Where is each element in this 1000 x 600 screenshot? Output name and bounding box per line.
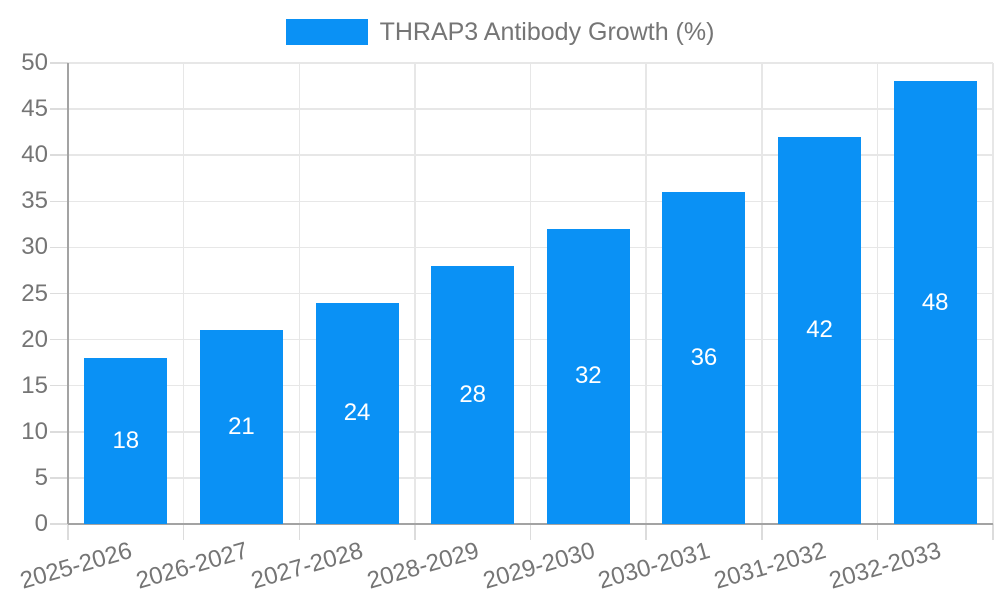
gridline-vertical — [182, 63, 185, 524]
bar-value-label: 48 — [921, 288, 949, 316]
x-tick-mark — [761, 524, 763, 540]
bar-value-label: 36 — [690, 344, 718, 372]
x-tick-mark — [67, 524, 69, 540]
x-tick-label: 2028-2029 — [364, 537, 482, 595]
y-tick-mark — [50, 108, 68, 110]
x-axis-line — [68, 523, 993, 525]
y-tick-label: 45 — [21, 95, 48, 123]
gridline-vertical — [876, 63, 879, 524]
gridline-vertical — [529, 63, 532, 524]
y-tick-label: 15 — [21, 371, 48, 399]
bar-value-label: 18 — [112, 427, 140, 455]
x-tick-label: 2027-2028 — [248, 537, 367, 595]
y-tick-mark — [50, 384, 68, 387]
y-axis-line — [67, 63, 69, 524]
y-tick-mark — [50, 154, 68, 156]
bar — [315, 302, 399, 524]
y-tick-label: 5 — [34, 463, 48, 491]
bar — [546, 228, 630, 524]
x-tick-mark — [529, 524, 532, 540]
legend: THRAP3 Antibody Growth (%) — [0, 18, 1000, 46]
x-tick-mark — [298, 524, 300, 540]
x-tick-mark — [876, 524, 879, 540]
x-tick-mark — [645, 524, 647, 540]
bar — [431, 265, 515, 524]
y-tick-mark — [50, 431, 68, 433]
bar — [778, 136, 862, 524]
y-tick-label: 10 — [21, 417, 48, 445]
gridline-vertical — [761, 63, 763, 524]
x-tick-label: 2029-2030 — [479, 537, 598, 595]
bar-value-label: 28 — [459, 380, 487, 408]
gridline-vertical — [414, 63, 416, 524]
x-tick-label: 2025-2026 — [17, 537, 135, 595]
bar-value-label: 32 — [574, 362, 602, 390]
bar-value-label: 42 — [806, 316, 833, 344]
x-tick-mark — [414, 524, 416, 540]
y-tick-label: 40 — [21, 141, 48, 169]
y-tick-label: 35 — [21, 187, 48, 215]
x-tick-label: 2032-2033 — [826, 537, 945, 595]
y-tick-mark — [50, 523, 68, 525]
y-tick-mark — [50, 477, 68, 479]
legend-label: THRAP3 Antibody Growth (%) — [379, 17, 715, 46]
y-tick-label: 20 — [21, 325, 48, 353]
bar-value-label: 21 — [228, 413, 255, 441]
x-tick-mark — [992, 524, 994, 540]
x-tick-mark — [182, 524, 185, 540]
y-tick-mark — [50, 200, 68, 203]
gridline-vertical — [298, 63, 300, 524]
y-tick-mark — [50, 338, 68, 341]
bar — [84, 358, 168, 524]
legend-swatch — [285, 19, 368, 45]
y-tick-mark — [50, 292, 68, 295]
gridline-vertical — [645, 63, 647, 524]
y-tick-label: 0 — [34, 510, 48, 537]
y-tick-label: 25 — [21, 279, 48, 307]
y-tick-mark — [50, 62, 68, 64]
y-tick-label: 50 — [21, 49, 48, 76]
x-tick-label: 2030-2031 — [595, 537, 714, 595]
y-tick-label: 30 — [21, 233, 48, 261]
bar — [662, 192, 746, 524]
bar — [893, 81, 977, 524]
gridline-vertical — [992, 63, 994, 524]
bar-value-label: 24 — [343, 399, 371, 427]
x-tick-label: 2031-2032 — [710, 537, 829, 595]
y-tick-mark — [50, 246, 68, 249]
bar — [199, 330, 283, 524]
x-tick-label: 2026-2027 — [132, 537, 251, 595]
